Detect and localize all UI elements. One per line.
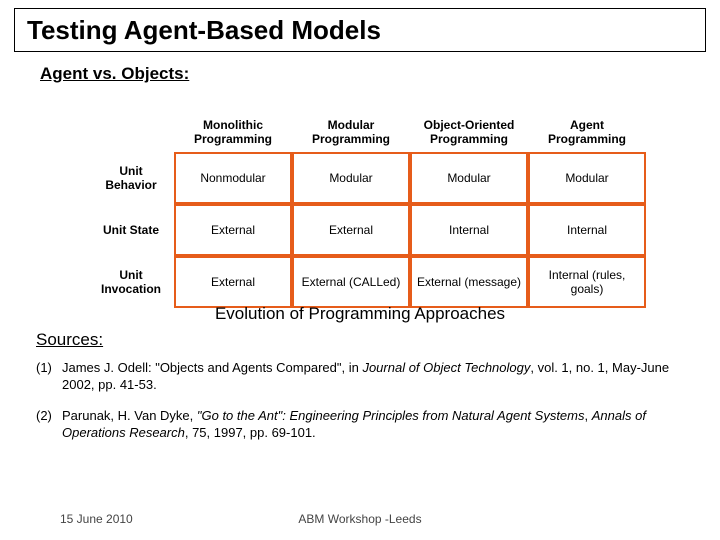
page-title: Testing Agent-Based Models — [27, 15, 381, 46]
row-label: Unit Invocation — [88, 256, 174, 308]
table-cell: Modular — [528, 152, 646, 204]
footer-venue: ABM Workshop -Leeds — [0, 512, 720, 526]
column-header: Modular Programming — [292, 112, 410, 152]
table-cell: Internal (rules, goals) — [528, 256, 646, 308]
table-cell: Modular — [292, 152, 410, 204]
table-cell: Internal — [410, 204, 528, 256]
table-cell: Nonmodular — [174, 152, 292, 204]
table-cell: Modular — [410, 152, 528, 204]
source-text: Parunak, H. Van Dyke, "Go to the Ant": E… — [62, 408, 686, 442]
source-number: (1) — [36, 360, 62, 394]
table-caption: Evolution of Programming Approaches — [0, 304, 720, 324]
column-header: Agent Programming — [528, 112, 646, 152]
title-bar: Testing Agent-Based Models — [14, 8, 706, 52]
table-cell: External (message) — [410, 256, 528, 308]
column-header: Object-Oriented Programming — [410, 112, 528, 152]
column-header: Monolithic Programming — [174, 112, 292, 152]
table-corner — [88, 112, 174, 152]
source-item: (1) James J. Odell: "Objects and Agents … — [36, 360, 686, 394]
sources-label: Sources: — [36, 330, 103, 350]
row-label: Unit Behavior — [88, 152, 174, 204]
subtitle: Agent vs. Objects: — [40, 64, 189, 84]
table-cell: Internal — [528, 204, 646, 256]
slide: Testing Agent-Based Models Agent vs. Obj… — [0, 0, 720, 540]
source-text: James J. Odell: "Objects and Agents Comp… — [62, 360, 686, 394]
sources-list: (1) James J. Odell: "Objects and Agents … — [36, 360, 686, 456]
table-cell: External — [292, 204, 410, 256]
table-cell: External — [174, 256, 292, 308]
table-cell: External — [174, 204, 292, 256]
source-number: (2) — [36, 408, 62, 442]
table-cell: External (CALLed) — [292, 256, 410, 308]
comparison-table: Monolithic ProgrammingModular Programmin… — [88, 112, 648, 308]
source-item: (2) Parunak, H. Van Dyke, "Go to the Ant… — [36, 408, 686, 442]
row-label: Unit State — [88, 204, 174, 256]
